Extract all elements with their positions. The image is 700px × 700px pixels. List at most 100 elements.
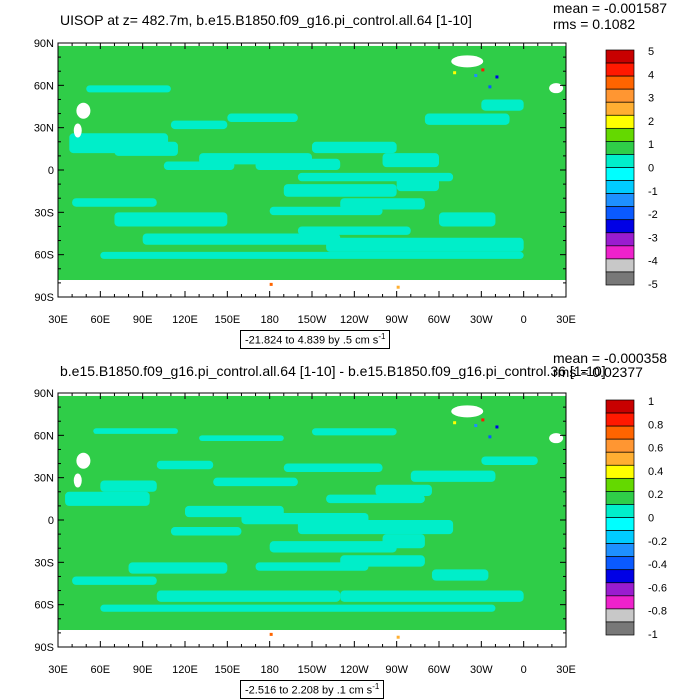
ocean-streak [72,198,157,207]
ocean-streak [213,477,298,487]
anomaly-speck [396,285,400,289]
legend-swatch [605,258,635,273]
ocean-streak [170,120,228,130]
legend-swatch [605,569,635,584]
lat-tick-label: 30N [34,123,54,135]
top-mean-label: mean = -0.001587 [553,0,668,16]
lon-tick-label: 30E [48,664,68,676]
legend-label: -0.8 [648,606,667,618]
lat-tick-label: 90N [34,38,54,50]
anomaly-speck [269,282,273,286]
bottom-range-text: -2.516 to 2.208 by .1 cm s [245,684,373,697]
lat-tick-label: 60S [34,250,54,262]
top-legend: 5 4 3 2 1 0 -1 -2 -3 -4 -5 [605,46,658,291]
bottom-panel-title: b.e15.B1850.f09_g16.pi_control.all.64 [1… [60,363,606,379]
legend-label: -0.2 [648,536,667,548]
legend-label: -5 [648,279,658,291]
bottom-legend: 1 0.8 0.6 0.4 0.2 0 -0.2 -0.4 -0.6 -0.8 -1 [605,396,667,641]
bottom-mean-label: mean = -0.000358 [553,350,668,366]
lat-tick-label: 60N [34,430,54,442]
legend-swatch [605,399,635,414]
ocean-streak [156,460,214,470]
top-panel-title: UISOP at z= 482.7m, b.e15.B1850.f09_g16.… [60,12,472,28]
lon-tick-label: 30W [470,664,493,676]
legend-label: 0.2 [648,489,663,501]
ocean-streak [100,604,496,612]
ocean-streak [382,534,425,549]
lon-tick-label: 150E [214,664,240,676]
legend-swatch [605,412,635,427]
legend-label: 0 [648,513,654,525]
red-sea-mask [73,123,82,138]
lat-tick-label: 0 [48,165,54,177]
legend-label: 0.4 [648,466,663,478]
lat-tick-label: 60N [34,80,54,92]
ocean-streak [410,470,496,482]
lon-tick-label: 90E [133,314,153,326]
legend-label: 0.6 [648,443,663,455]
lon-tick-label: 120W [340,314,369,326]
lon-tick-label: 120E [172,664,198,676]
top-map-svg: 90N 60N 30N 0 30S 60S 90S 30E 60E 90E 120E 150E 180 1… [34,38,658,326]
anomaly-speck [495,75,499,79]
legend-swatch [605,62,635,77]
legend-swatch [605,477,635,492]
ocean-streak [424,113,510,125]
ocean-streak [375,484,432,497]
lat-tick-label: 30S [34,557,54,569]
top-panel: UISOP at z= 482.7m, b.e15.B1850.f09_g16.… [34,0,668,349]
ocean-streak [93,428,178,434]
legend-swatch [605,582,635,597]
ocean-streak [269,206,383,216]
lon-tick-label: 90W [385,314,408,326]
ocean-streak [297,226,411,235]
legend-swatch [605,517,635,531]
anomaly-speck [488,435,492,439]
legend-label: -4 [648,256,658,268]
legend-swatch [605,114,635,129]
legend-swatch [605,232,635,247]
bottom-axes: 90N 60N 30N 0 30S 60S 90S 30E 60E 90E 120E 150E 180 1… [34,388,576,676]
legend-label: 3 [648,93,654,105]
legend-label: -2 [648,209,658,221]
ocean-streak [128,562,228,574]
ocean-streak [227,113,298,123]
legend-swatch [605,154,635,168]
legend-swatch [605,127,635,142]
top-axes: 90N 60N 30N 0 30S 60S 90S 30E 60E 90E 120E 150E 180 1… [34,38,576,326]
lon-tick-label: 30E [556,664,576,676]
ocean-streak [382,153,439,168]
lon-tick-label: 90W [385,664,408,676]
ocean-streak [326,237,524,252]
lon-tick-label: 180 [260,664,278,676]
ocean-streak [439,212,496,227]
anomaly-speck [474,74,478,78]
lat-tick-label: 30S [34,207,54,219]
ocean-streak [255,562,369,571]
top-range-box: -21.824 to 4.839 by .5 cm s-1 [240,330,391,349]
ocean-streak [340,590,524,602]
legend-swatch [605,621,635,636]
legend-swatch [605,491,635,505]
ocean-streak [142,233,341,245]
legend-label: 4 [648,69,654,81]
anomaly-speck [269,632,273,636]
legend-swatch [605,245,635,260]
legend-swatch [605,271,635,286]
bottom-rms-label: rms = 0.02377 [553,364,643,380]
lon-tick-label: 60E [91,664,111,676]
bottom-range-exponent: -1 [372,682,380,691]
red-sea-mask [73,473,82,488]
bottom-map-svg: 90N 60N 30N 0 30S 60S 90S 30E 60E 90E 120E 150E 180 1… [34,388,667,676]
legend-label: -0.4 [648,559,667,571]
anomaly-speck [396,635,400,639]
legend-swatch [605,101,635,116]
ocean-streak [114,212,228,227]
ocean-streak [481,99,524,111]
ocean-streak [431,569,489,581]
bottom-panel: b.e15.B1850.f09_g16.pi_control.all.64 [1… [0,350,700,700]
lon-tick-label: 30E [556,314,576,326]
bottom-map-area [57,392,567,648]
legend-swatch [605,451,635,466]
baltic-mask [549,433,564,444]
